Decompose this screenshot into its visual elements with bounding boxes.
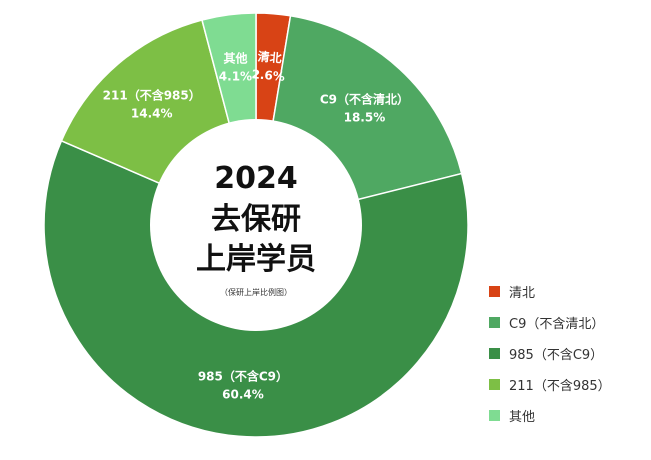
legend-item-1: C9（不含清北） — [489, 316, 604, 332]
legend-label: 985（不含C9） — [509, 347, 603, 363]
slice-labels: 清北2.6% C9（不含清北） 18.5% 985（不含C9） 60.4% 211（不含9… — [103, 49, 409, 402]
slice-value-label: 14.4% — [131, 107, 173, 121]
legend-swatch — [489, 348, 500, 359]
slice-label-3: 211（不含985） 14.4% — [103, 88, 201, 121]
legend-item-4: 其他 — [489, 410, 535, 425]
slice-label-2: 985（不含C9） 60.4% — [198, 368, 288, 401]
legend-swatch — [489, 317, 500, 328]
slice-name-label: 其他 — [223, 50, 247, 65]
center-title-line-0: 2024 — [214, 161, 298, 196]
slice-name-label: 985（不含C9） — [198, 368, 288, 383]
legend-label: 211（不含985） — [509, 378, 611, 394]
legend-swatch — [489, 379, 500, 390]
slice-value-label: 18.5% — [344, 110, 386, 124]
legend-label: 其他 — [509, 410, 535, 425]
center-note: （保研上岸比例图） — [220, 287, 292, 297]
legend-item-2: 985（不含C9） — [489, 347, 603, 363]
legend-label: C9（不含清北） — [509, 316, 604, 332]
slice-label-0: 清北2.6% — [251, 49, 285, 84]
legend-label: 清北 — [509, 286, 535, 301]
legend-swatch — [489, 286, 500, 297]
slice-name-label: 清北 — [257, 49, 282, 66]
donut-center — [150, 119, 362, 331]
slice-value-label: 2.6% — [251, 67, 285, 84]
center-title-line-2: 上岸学员 — [196, 242, 316, 277]
slice-name-label: 211（不含985） — [103, 88, 201, 103]
center-title-line-1: 去保研 — [211, 202, 301, 237]
slice-name-label: C9（不含清北） — [320, 91, 409, 106]
slice-value-label: 4.1% — [219, 69, 252, 83]
slice-value-label: 60.4% — [222, 387, 264, 401]
legend-item-0: 清北 — [489, 286, 535, 301]
legend-item-3: 211（不含985） — [489, 378, 611, 394]
slice-label-1: C9（不含清北） 18.5% — [320, 91, 409, 124]
slice-label-4: 其他 4.1% — [219, 50, 252, 83]
legend: 清北 C9（不含清北） 985（不含C9） 211（不含985） 其他 — [489, 286, 611, 425]
legend-swatch — [489, 410, 500, 421]
